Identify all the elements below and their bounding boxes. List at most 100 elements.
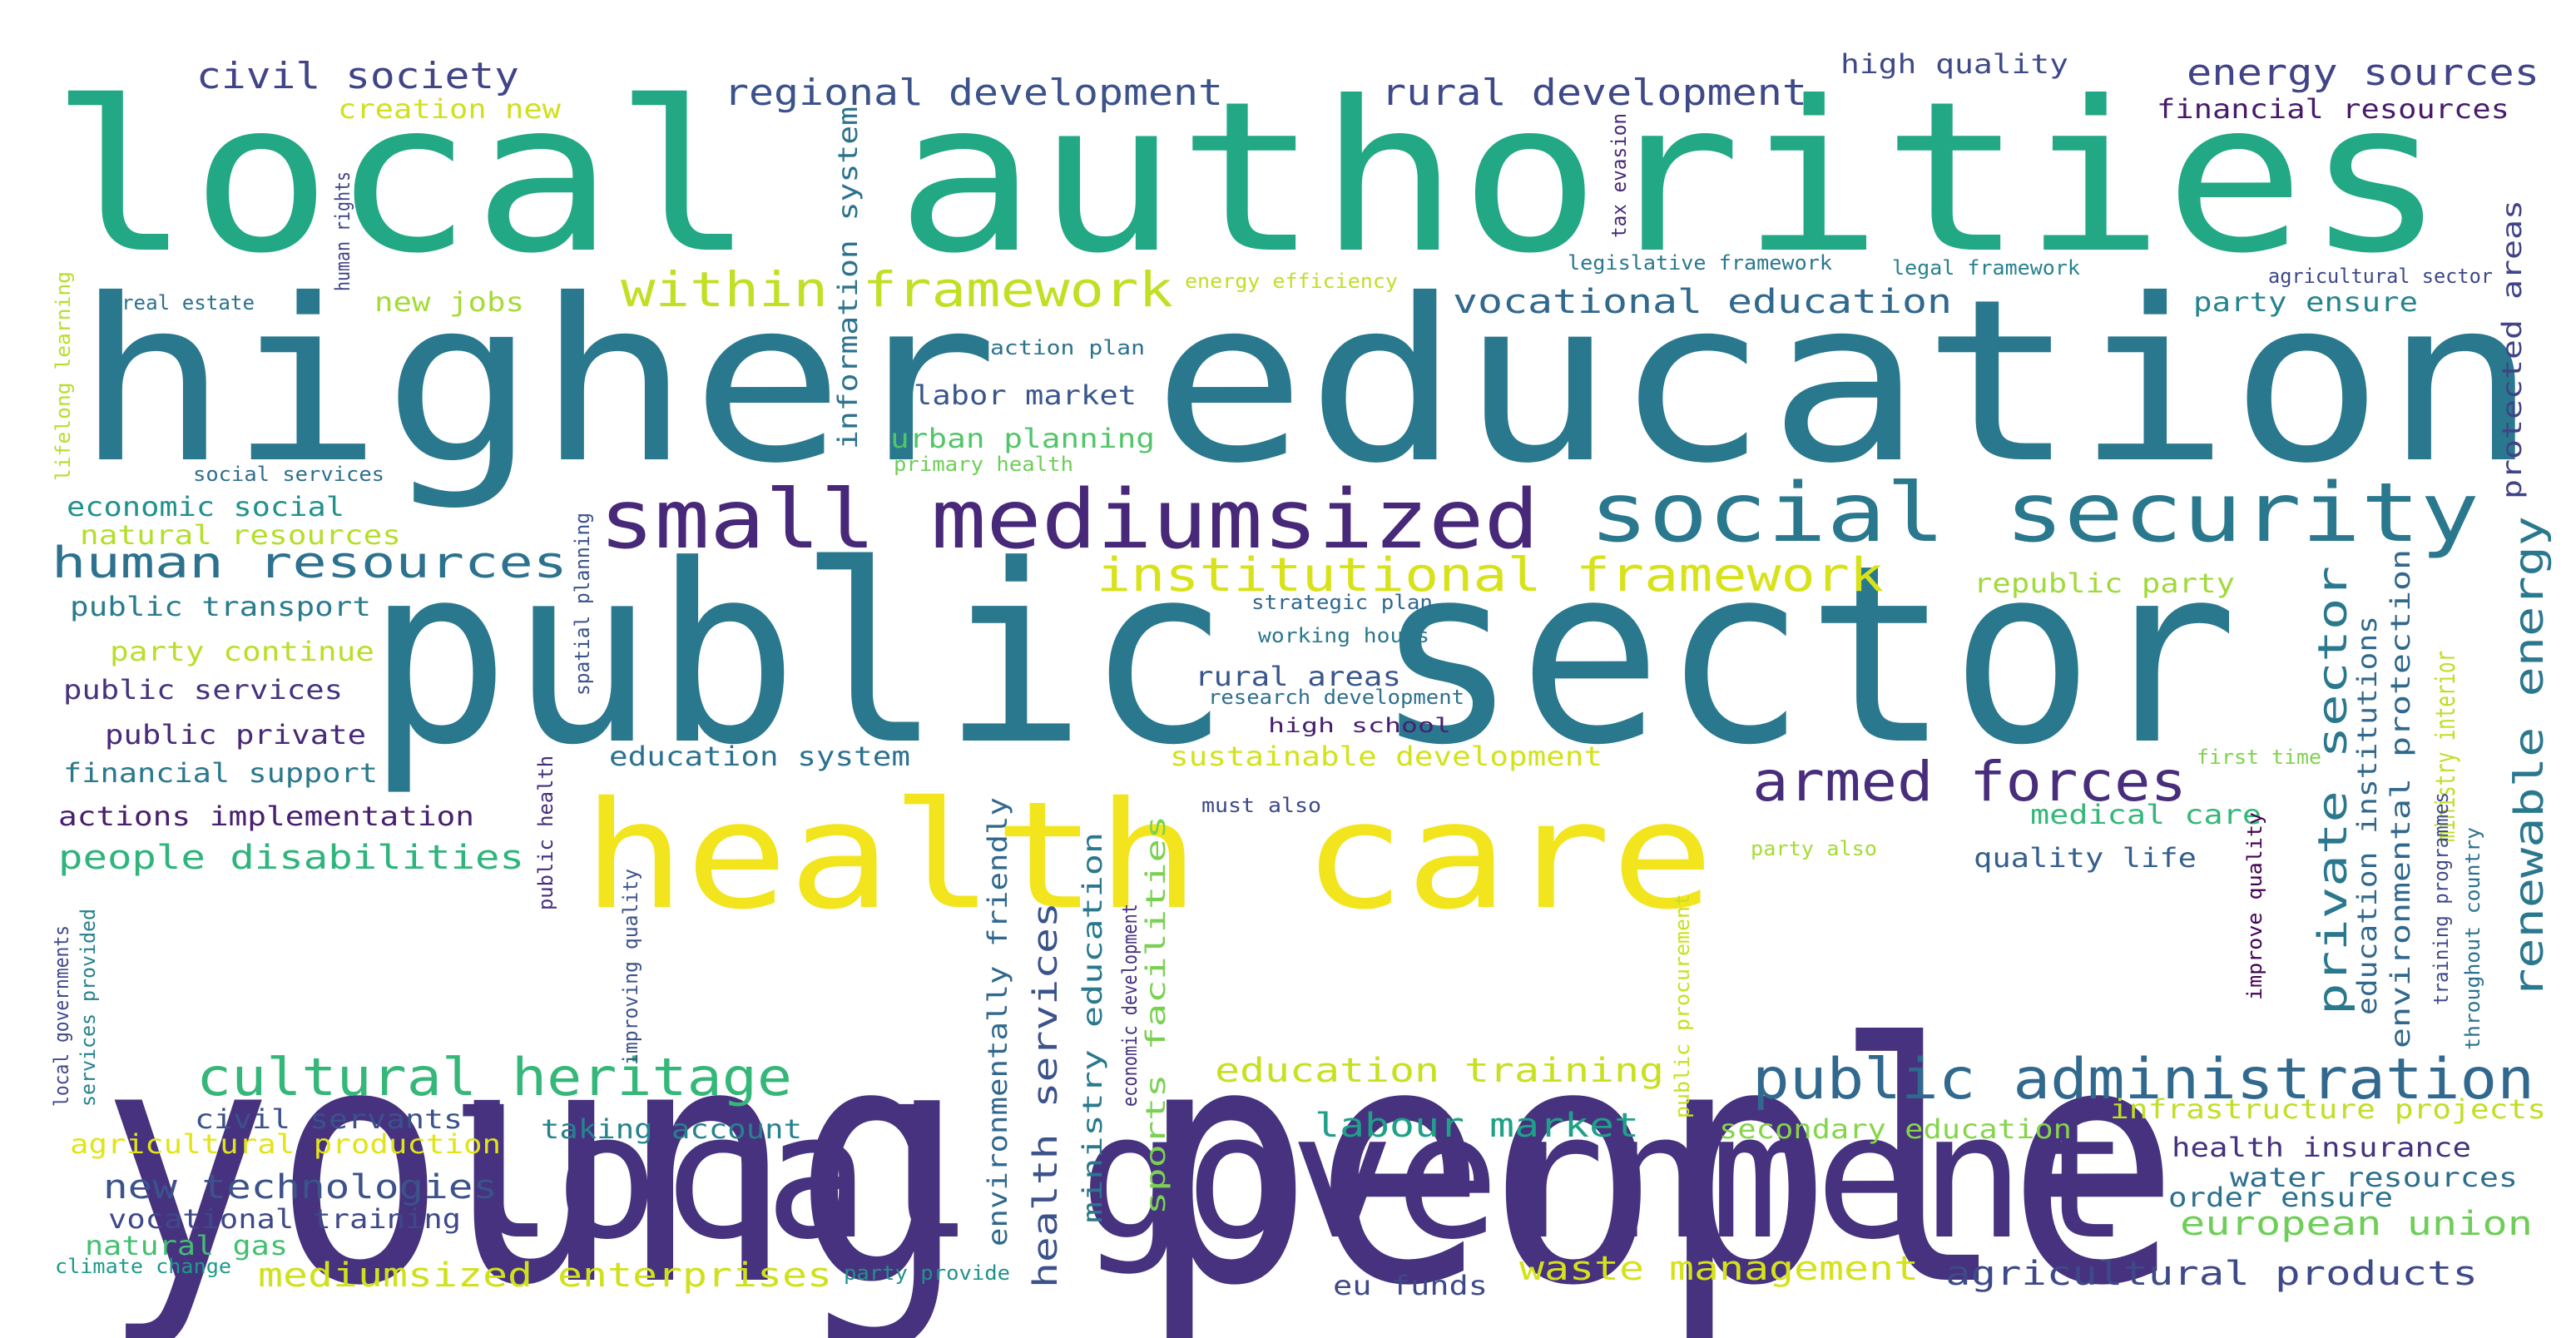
word-local-governments: local governments [50,925,73,1107]
word-energy-sources: energy sources [2187,52,2539,94]
word-rural-development: rural development [1381,72,1807,114]
word-renewable-energy: renewable energy [2506,516,2553,999]
word-strategic-plan: strategic plan [1251,591,1433,614]
word-natural-resources: natural resources [80,519,401,551]
word-improve-quality: improve quality [2243,812,2266,1000]
word-party-ensure: party ensure [2193,286,2418,318]
word-public-procurement: public procurement [1671,894,1694,1118]
word-institutional-framework: institutional framework [1097,548,1884,602]
word-republic-party: republic party [1974,567,2235,599]
word-party-also: party also [1751,837,1877,860]
word-armed-forces: armed forces [1752,750,2187,814]
word-natural-gas: natural gas [85,1230,288,1261]
word-primary-health: primary health [894,453,1073,476]
word-new-technologies: new technologies [103,1168,498,1207]
word-health-services: health services [1027,902,1065,1288]
word-labor-market: labor market [914,379,1137,411]
word-within-framework: within framework [621,261,1173,318]
word-high-quality: high quality [1840,48,2068,80]
word-quality-life: quality life [1974,842,2197,874]
word-local-authorities: local authorities [50,57,2446,299]
word-education-training: education training [1215,1052,1664,1090]
word-regional-development: regional development [724,72,1223,114]
word-lifelong-learning: lifelong learning [52,271,75,481]
word-creation-new: creation new [338,93,562,125]
word-sustainable-development: sustainable development [1170,741,1603,772]
word-vocational-education: vocational education [1453,283,1952,321]
word-must-also: must also [1201,794,1321,817]
word-public-private: public private [105,719,366,751]
word-urban-planning: urban planning [890,423,1155,454]
word-ministry-education: ministry education [1077,832,1108,1223]
word-party-continue: party continue [110,636,374,667]
word-agricultural-sector: agricultural sector [2268,265,2493,288]
word-people-disabilities: people disabilities [58,839,524,877]
word-civil-servants: civil servants [195,1103,463,1135]
word-health-care: health care [582,770,1714,942]
word-protected-areas: protected areas [2496,200,2528,499]
word-real-estate: real estate [121,291,255,315]
word-water-resources: water resources [2230,1162,2518,1193]
word-european-union: european union [2180,1205,2533,1243]
word-environmental-protection: environmental protection [2385,549,2416,1048]
word-information-system: information system [832,107,864,449]
word-public-transport: public transport [70,591,371,622]
word-training-programmes: training programmes [2430,792,2453,1005]
word-education-institutions: education institutions [2351,616,2383,1015]
word-human-rights: human rights [331,171,354,291]
word-public-services: public services [63,674,343,706]
word-eu-funds: eu funds [1333,1270,1488,1301]
word-new-jobs: new jobs [374,286,524,318]
word-party-provide: party provide [844,1261,1010,1285]
word-small-mediumsized: small mediumsized [599,473,1539,567]
word-cultural-heritage: cultural heritage [196,1047,792,1108]
word-working-hours: working hours [1258,624,1429,647]
word-medical-care: medical care [2030,799,2261,830]
word-human-resources: human resources [52,538,567,588]
word-financial-support: financial support [63,757,378,789]
word-first-time: first time [2197,746,2321,769]
word-tax-evasion: tax evasion [1608,113,1631,238]
word-social-services: social services [193,463,384,486]
word-high-school: high school [1268,714,1451,737]
word-agricultural-production: agricultural production [70,1128,501,1160]
word-services-provided: services provided [77,909,100,1107]
word-health-insurance: health insurance [2172,1132,2471,1163]
word-agricultural-products: agricultural products [1945,1255,2478,1293]
word-order-ensure: order ensure [2168,1182,2393,1213]
word-infrastructure-projects: infrastructure projects [2110,1093,2546,1125]
word-environmentally-friendly: environmentally friendly [982,797,1013,1246]
word-secondary-education: secondary education [1719,1113,2072,1145]
word-private-sector: private sector [2310,566,2356,1015]
word-legal-framework: legal framework [1892,256,2081,280]
word-waste-management: waste management [1519,1250,1919,1288]
word-public-sector: public sector [366,512,2238,799]
word-social-security: social security [1589,466,2479,561]
word-education-system: education system [609,741,910,772]
word-legislative-framework: legislative framework [1568,251,1833,275]
word-energy-efficiency: energy efficiency [1185,270,1398,293]
word-sports-facilities: sports facilities [1140,815,1172,1215]
word-higher-education: higher education [75,250,2538,513]
word-climate-change: climate change [55,1255,231,1278]
word-actions-implementation: actions implementation [58,800,474,832]
word-mediumsized-enterprises: mediumsized enterprises [258,1256,832,1295]
word-research-development: research development [1208,686,1464,709]
word-labour-market: labour market [1315,1107,1639,1145]
word-spatial-planning: spatial planning [571,513,594,696]
word-economic-social: economic social [67,491,344,523]
word-public-health: public health [534,756,557,910]
word-local-government: local government [449,1077,2130,1278]
word-economic-development: economic development [1118,904,1142,1107]
word-action-plan: action plan [990,336,1145,359]
word-ministry-interior: ministry interior [2430,651,2461,842]
word-financial-resources: financial resources [2157,93,2509,125]
word-taking-account: taking account [541,1113,802,1145]
word-civil-society: civil society [196,55,519,97]
word-vocational-training: vocational training [108,1203,461,1235]
word-young-people: young people [100,974,2180,1338]
word-public-administration: public administration [1752,1047,2534,1113]
word-throughout-country: throughout country [2461,827,2484,1050]
